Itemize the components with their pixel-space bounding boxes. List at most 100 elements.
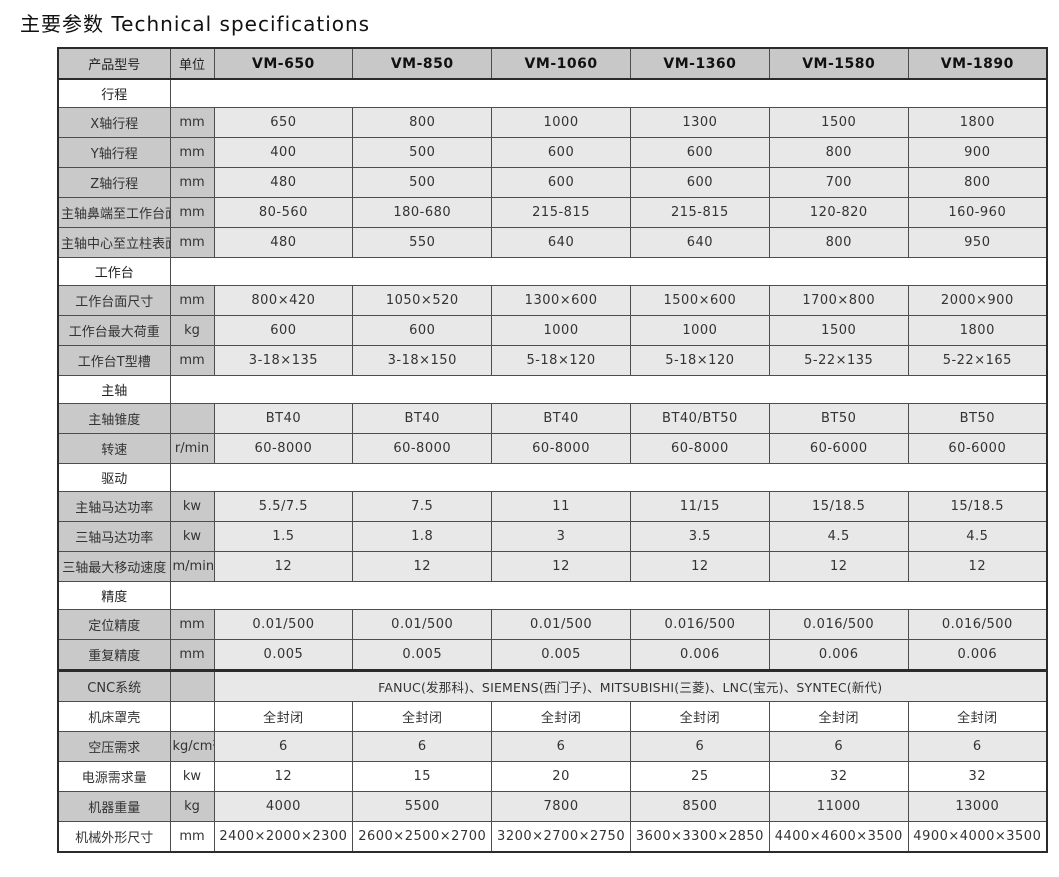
value-cell: 6	[213, 731, 354, 762]
value-cell: 215-815	[629, 197, 770, 228]
section-label: 主轴	[57, 375, 171, 404]
value-cell: BT40	[491, 403, 631, 434]
unit-cell	[169, 701, 215, 732]
value-cell: 1700×800	[768, 285, 909, 316]
value-cell: 全封闭	[768, 701, 909, 732]
model-header-vm-1580: VM-1580	[768, 47, 909, 80]
unit-header: 单位	[169, 47, 215, 80]
value-cell: 32	[768, 761, 909, 792]
value-cell: 12	[213, 761, 354, 792]
value-cell: 5.5/7.5	[213, 491, 354, 522]
value-cell: 1000	[491, 107, 631, 138]
table-row: 工作台面尺寸 mm 800×420 1050×520 1300×600 1500×600 1…	[57, 285, 1048, 316]
table-row: Z轴行程 mm 480 500 600 600 700 800	[57, 167, 1048, 198]
product-model-header: 产品型号	[57, 47, 171, 80]
table-row: X轴行程 mm 650 800 1000 1300 1500 1800	[57, 107, 1048, 138]
value-cell: 12	[629, 551, 770, 582]
model-header-vm-1890: VM-1890	[907, 47, 1048, 80]
value-cell: 60-6000	[768, 433, 909, 464]
value-cell: 60-8000	[352, 433, 493, 464]
value-cell: 11	[491, 491, 631, 522]
table-row: 重复精度 mm 0.005 0.005 0.005 0.006 0.006 0.006	[57, 639, 1048, 671]
table-row: 主轴鼻端至工作台面 mm 80-560 180-680 215-815 215-815 12…	[57, 197, 1048, 228]
value-cell: 2400×2000×2300	[213, 821, 354, 853]
value-cell: 6	[352, 731, 493, 762]
section-label: 精度	[57, 581, 171, 610]
value-cell: 80-560	[213, 197, 354, 228]
section-row: 工作台	[57, 257, 1048, 286]
unit-cell: kw	[169, 521, 215, 552]
page-title: 主要参数 Technical specifications	[20, 12, 371, 36]
row-label: 工作台最大荷重	[57, 315, 171, 346]
value-cell: 900	[907, 137, 1048, 168]
row-label: CNC系统	[57, 669, 171, 702]
value-cell: 4.5	[907, 521, 1048, 552]
value-cell: 0.006	[629, 639, 770, 671]
value-cell: 600	[629, 137, 770, 168]
value-cell: 12	[907, 551, 1048, 582]
value-cell: 12	[491, 551, 631, 582]
table-row: 空压需求 kg/cm² 6 6 6 6 6 6	[57, 731, 1048, 762]
value-cell: 0.005	[352, 639, 493, 671]
row-label: 电源需求量	[57, 761, 171, 792]
value-cell: 3600×3300×2850	[629, 821, 770, 853]
row-label: 机器重量	[57, 791, 171, 822]
value-cell: 1.5	[213, 521, 354, 552]
value-cell: 480	[213, 167, 354, 198]
value-cell: 2600×2500×2700	[352, 821, 493, 853]
value-cell: 32	[907, 761, 1048, 792]
section-spacer	[169, 463, 1048, 492]
unit-cell: mm	[169, 167, 215, 198]
row-label: 主轴马达功率	[57, 491, 171, 522]
unit-cell: mm	[169, 197, 215, 228]
table-row: 机床罩壳 全封闭 全封闭 全封闭 全封闭 全封闭 全封闭	[57, 701, 1048, 732]
value-cell: 600	[491, 137, 631, 168]
value-cell: 800	[352, 107, 493, 138]
unit-cell: mm	[169, 639, 215, 671]
spec-sheet-page: 主要参数 Technical specifications 产品型号 单位 VM…	[20, 12, 1048, 853]
model-header-vm-1060: VM-1060	[491, 47, 631, 80]
table-row: 机器重量 kg 4000 5500 7800 8500 11000 13000	[57, 791, 1048, 822]
table-row: 三轴马达功率 kw 1.5 1.8 3 3.5 4.5 4.5	[57, 521, 1048, 552]
row-label: 工作台T型槽	[57, 345, 171, 376]
value-cell: BT40	[352, 403, 493, 434]
value-cell: 600	[629, 167, 770, 198]
value-cell: 11/15	[629, 491, 770, 522]
value-cell: 3-18×150	[352, 345, 493, 376]
value-cell: 0.005	[213, 639, 354, 671]
value-cell: 0.016/500	[768, 609, 909, 640]
value-cell: 5-22×135	[768, 345, 909, 376]
unit-cell: mm	[169, 107, 215, 138]
value-cell: 7.5	[352, 491, 493, 522]
value-cell: 15	[352, 761, 493, 792]
unit-cell: mm	[169, 609, 215, 640]
table-row: 三轴最大移动速度 m/min 12 12 12 12 12 12	[57, 551, 1048, 582]
value-cell: 3.5	[629, 521, 770, 552]
value-cell: 8500	[629, 791, 770, 822]
value-cell: 12	[352, 551, 493, 582]
value-cell: 3200×2700×2750	[491, 821, 631, 853]
unit-cell: kg	[169, 315, 215, 346]
value-cell: 4900×4000×3500	[907, 821, 1048, 853]
value-cell: 180-680	[352, 197, 493, 228]
table-header-row: 产品型号 单位 VM-650 VM-850 VM-1060 VM-1360 VM-158…	[57, 47, 1048, 80]
value-cell: 1050×520	[352, 285, 493, 316]
value-cell: 60-8000	[491, 433, 631, 464]
value-cell: 950	[907, 227, 1048, 258]
value-cell: 全封闭	[213, 701, 354, 732]
value-cell: 1000	[491, 315, 631, 346]
value-cell: 全封闭	[629, 701, 770, 732]
section-spacer	[169, 581, 1048, 610]
value-cell: 60-8000	[213, 433, 354, 464]
value-cell: 1500	[768, 107, 909, 138]
unit-cell	[169, 403, 215, 434]
value-cell: 800	[768, 137, 909, 168]
value-cell: 500	[352, 137, 493, 168]
value-cell: 4.5	[768, 521, 909, 552]
row-label: Y轴行程	[57, 137, 171, 168]
unit-cell: r/min	[169, 433, 215, 464]
row-label: 三轴最大移动速度	[57, 551, 171, 582]
value-cell: 15/18.5	[768, 491, 909, 522]
unit-cell: kw	[169, 761, 215, 792]
row-label: 重复精度	[57, 639, 171, 671]
